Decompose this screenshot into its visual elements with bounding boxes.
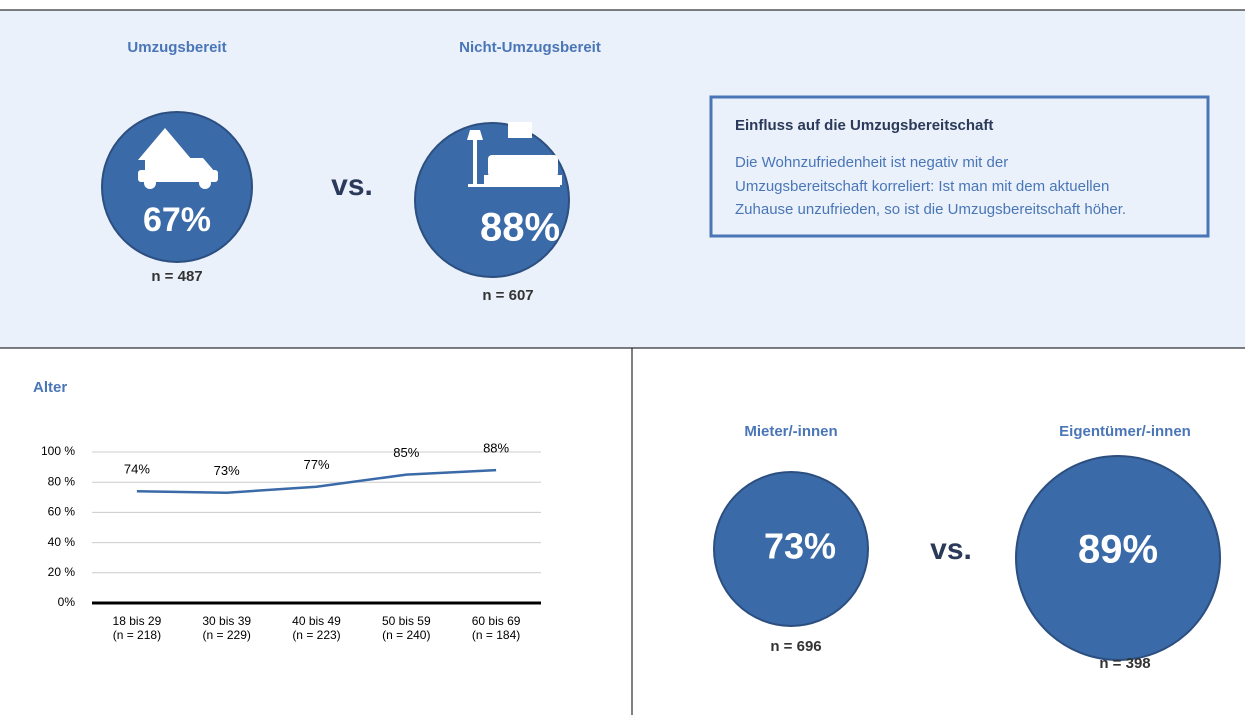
percent: 88% — [480, 206, 560, 250]
circle — [1015, 455, 1221, 661]
data-label: 74% — [124, 462, 150, 477]
x-tick-label: 60 bis 69 — [472, 614, 521, 628]
circle — [414, 122, 570, 278]
y-tick-label: 0% — [58, 595, 76, 609]
vs: vs. — [331, 169, 373, 202]
group-title: Umzugsbereit — [127, 39, 226, 56]
group-title: Nicht-Umzugsbereit — [459, 39, 601, 56]
y-tick-label: 40 % — [48, 535, 76, 549]
sample-size: n = 398 — [1099, 655, 1150, 672]
x-tick-note: (n = 229) — [203, 628, 251, 642]
sample-size: n = 607 — [482, 287, 533, 304]
vs: vs. — [930, 533, 972, 566]
data-label: 73% — [214, 463, 240, 478]
group-title: Mieter/-innen — [744, 423, 837, 440]
x-tick-note: (n = 240) — [382, 628, 430, 642]
truck-icon — [138, 128, 218, 189]
x-tick-note: (n = 218) — [113, 628, 161, 642]
box-text: Zuhause unzufrieden, so ist die Umzugsbe… — [735, 201, 1126, 218]
y-tick-label: 20 % — [48, 565, 76, 579]
line — [136, 468, 497, 495]
box-text: Umzugsbereitschaft korreliert: Ist man m… — [735, 178, 1109, 195]
x-tick-label: 40 bis 49 — [292, 614, 341, 628]
circle — [101, 111, 253, 263]
percent: 67% — [143, 201, 211, 239]
data-label: 85% — [393, 445, 419, 460]
x-tick-label: 50 bis 59 — [382, 614, 431, 628]
y-tick-label: 60 % — [48, 505, 76, 519]
x-tick-label: 18 bis 29 — [113, 614, 162, 628]
y-tick-label: 80 % — [48, 474, 76, 488]
chart-title: Alter — [33, 379, 67, 396]
sofa-icon — [467, 122, 562, 187]
percent: 89% — [1078, 528, 1158, 572]
info-box — [709, 95, 1210, 238]
data-label: 88% — [483, 441, 509, 456]
percent: 73% — [764, 526, 836, 567]
x-tick-label: 30 bis 39 — [202, 614, 251, 628]
y-tick-label: 100 % — [41, 444, 75, 458]
x-tick-note: (n = 223) — [292, 628, 340, 642]
sample-size: n = 696 — [770, 638, 821, 655]
sample-size: n = 487 — [151, 268, 202, 285]
x-tick-note: (n = 184) — [472, 628, 520, 642]
box-text: Die Wohnzufriedenheit ist negativ mit de… — [735, 154, 1008, 171]
box-title: Einfluss auf die Umzugsbereitschaft — [735, 117, 993, 134]
circle — [713, 471, 869, 627]
group-title: Eigentümer/-innen — [1059, 423, 1191, 440]
data-label: 77% — [303, 457, 329, 472]
